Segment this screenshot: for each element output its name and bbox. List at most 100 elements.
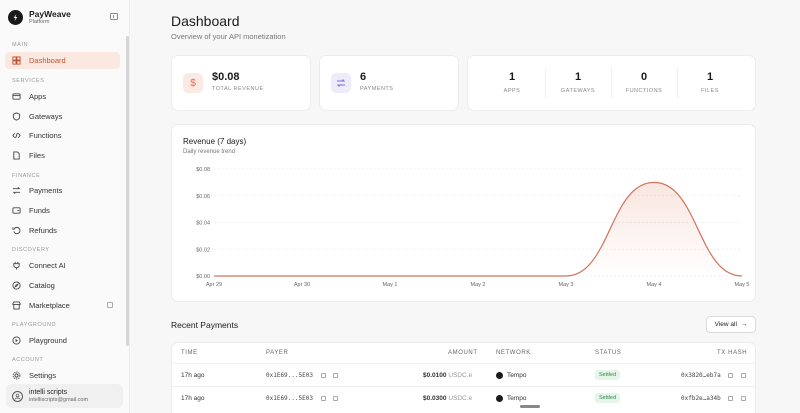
revenue-chart[interactable]: $0.00 $0.02 $0.04 $0.06 $0.08 Apr 29 Apr 30 May… [172, 125, 757, 303]
sidebar-item-files[interactable]: Files [5, 147, 120, 164]
sidebar-item-refunds[interactable]: Refunds [5, 222, 120, 239]
sidebar-item-label: Playground [29, 336, 67, 345]
functions-count-label: FUNCTIONS [625, 88, 663, 94]
x-tick-label: May 5 [735, 282, 750, 288]
sidebar: PayWeave Platform MAIN Dashboard SERVICE… [0, 0, 130, 413]
file-icon [12, 151, 21, 160]
gear-icon [12, 371, 21, 380]
sidebar-item-playground[interactable]: Playground [5, 332, 120, 349]
sidebar-item-label: Dashboard [29, 56, 66, 65]
amount-value: $0.0300 [423, 395, 447, 402]
table-row[interactable]: 17h ago 0x1E69...5E03 $0.0300 USDC.e Tem… [172, 386, 755, 409]
brand[interactable]: PayWeave Platform [8, 9, 71, 26]
external-link-icon [107, 302, 113, 308]
main-content: Dashboard Overview of your API monetizat… [131, 0, 800, 413]
sidebar-item-label: Files [29, 151, 45, 160]
recent-payments-table: TIME PAYER AMOUNT NETWORK STATUS TX HASH… [171, 342, 756, 413]
copy-icon[interactable] [728, 373, 734, 378]
apps-count: 1 APPS [479, 56, 545, 111]
column-header-payer: PAYER [266, 350, 289, 356]
sidebar-item-label: Funds [29, 206, 50, 215]
copy-icon[interactable] [320, 373, 326, 378]
collapse-sidebar-icon[interactable] [110, 13, 118, 20]
store-icon [12, 301, 21, 310]
sidebar-item-connect-ai[interactable]: Connect AI [5, 257, 120, 274]
sidebar-item-label: Apps [29, 92, 47, 101]
copy-icon[interactable] [320, 396, 326, 401]
files-count-value: 1 [706, 71, 714, 83]
payments-value: 6 [360, 71, 367, 83]
sidebar-item-functions[interactable]: Functions [5, 127, 120, 144]
tempo-logo-icon [496, 372, 503, 379]
column-header-tx-hash: TX HASH [717, 350, 748, 356]
wallet-icon [12, 206, 21, 215]
apps-icon [12, 92, 21, 101]
view-all-label: View all [714, 321, 737, 328]
row-tx-hash: 0xfb2e…a34b [681, 395, 746, 402]
row-payer: 0x1E69...5E03 [266, 372, 339, 379]
y-tick-label: $0.02 [196, 247, 210, 253]
total-revenue-label: TOTAL REVENUE [212, 86, 264, 92]
sidebar-item-marketplace[interactable]: Marketplace [5, 297, 120, 314]
nav-section-main: MAIN [12, 42, 29, 48]
view-all-button[interactable]: View all → [706, 316, 756, 333]
column-header-amount: AMOUNT [448, 350, 478, 356]
page-subtitle: Overview of your API monetization [171, 32, 286, 41]
external-link-icon[interactable] [333, 373, 339, 378]
resource-counts-card: 1 APPS 1 GATEWAYS 0 FUNCTIONS 1 FILES [467, 55, 756, 111]
nav-section-services: SERVICES [12, 78, 45, 84]
apps-count-value: 1 [508, 71, 516, 83]
payer-address: 0x1E69...5E03 [266, 395, 313, 402]
y-tick-label: $0.08 [196, 167, 210, 173]
x-tick-label: Apr 30 [294, 282, 310, 288]
nav-section-account: ACCOUNT [12, 357, 44, 363]
sidebar-scrollbar[interactable] [126, 36, 129, 346]
row-network: Tempo [496, 395, 527, 402]
files-count: 1 FILES [677, 56, 743, 111]
column-header-network: NETWORK [496, 350, 531, 356]
sidebar-item-label: Refunds [29, 226, 57, 235]
user-name: intelli scripts [29, 388, 68, 396]
payer-address: 0x1E69...5E03 [266, 372, 313, 379]
row-amount: $0.0300 USDC.e [423, 395, 472, 402]
copy-icon[interactable] [728, 396, 734, 401]
x-tick-label: May 4 [647, 282, 662, 288]
external-link-icon[interactable] [741, 396, 746, 401]
resize-handle[interactable] [520, 405, 540, 408]
external-link-icon[interactable] [333, 396, 339, 401]
dollar-icon: $ [183, 73, 203, 93]
user-menu[interactable]: intelli scripts intelliscripts@gmail.com [6, 384, 123, 408]
divider [677, 68, 678, 98]
sidebar-item-dashboard[interactable]: Dashboard [5, 52, 120, 69]
sidebar-item-funds[interactable]: Funds [5, 202, 120, 219]
sidebar-item-payments[interactable]: Payments [5, 182, 120, 199]
external-link-icon[interactable] [741, 373, 746, 378]
chart-title: Revenue (7 days) [183, 137, 247, 146]
files-count-label: FILES [701, 88, 719, 94]
row-time: 17h ago [181, 372, 205, 379]
sidebar-item-label: Connect AI [29, 261, 66, 270]
revenue-chart-card: Revenue (7 days) Daily revenue trend $0.… [171, 124, 756, 302]
sidebar-item-settings[interactable]: Settings [5, 367, 120, 384]
nav-section-finance: FINANCE [12, 173, 41, 179]
swap-icon [12, 186, 21, 195]
tx-hash-value: 0x3820…eb7a [681, 372, 721, 379]
row-time: 17h ago [181, 395, 205, 402]
amount-unit: USDC.e [448, 395, 473, 402]
sidebar-item-catalog[interactable]: Catalog [5, 277, 120, 294]
y-tick-label: $0.04 [196, 221, 210, 227]
refund-icon [12, 226, 21, 235]
dashboard-icon [12, 56, 21, 65]
sidebar-item-apps[interactable]: Apps [5, 88, 120, 105]
network-name: Tempo [507, 395, 527, 403]
sidebar-item-gateways[interactable]: Gateways [5, 108, 120, 125]
status-badge: Settled [595, 370, 621, 380]
x-tick-label: Apr 29 [206, 282, 222, 288]
nav-section-discovery: DISCOVERY [12, 247, 50, 253]
divider [545, 68, 546, 98]
table-row[interactable]: 17h ago 0x1E69...5E03 $0.0100 USDC.e Tem… [172, 363, 755, 386]
apps-count-label: APPS [503, 88, 521, 94]
amount-unit: USDC.e [448, 372, 473, 379]
gateways-count: 1 GATEWAYS [545, 56, 611, 111]
total-revenue-card: $ $0.08 TOTAL REVENUE [171, 55, 311, 111]
